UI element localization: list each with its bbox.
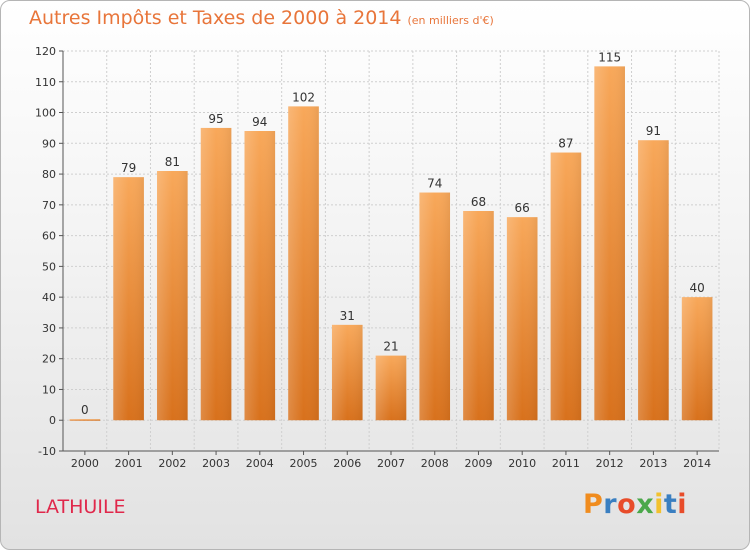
commune-name: LATHUILE (35, 496, 126, 518)
y-tick-label: 100 (35, 107, 56, 120)
bar-shine (506, 217, 538, 421)
x-tick-label: 2014 (683, 457, 711, 470)
x-tick-label: 2009 (464, 457, 492, 470)
brand-letter: i (654, 489, 664, 520)
chart-title: Autres Impôts et Taxes de 2000 à 2014 (en… (29, 7, 494, 29)
data-label: 74 (427, 177, 442, 191)
bar-shine (638, 140, 669, 421)
x-tick-label: 2002 (158, 457, 186, 470)
data-label: 94 (252, 115, 267, 129)
brand-letter: r (603, 489, 618, 520)
bar-shine (200, 127, 232, 421)
data-label: 40 (689, 281, 704, 295)
y-tick-label: 120 (35, 45, 56, 58)
proxiti-logo: Proxiti (583, 489, 687, 520)
bar-shine (331, 324, 363, 421)
x-tick-label: 2010 (508, 457, 536, 470)
bar-shine (244, 131, 276, 421)
x-tick-label: 2001 (115, 457, 143, 470)
bar-shine (594, 66, 625, 421)
y-tick-label: 90 (42, 137, 56, 150)
data-label: 95 (208, 112, 223, 126)
y-tick-label: 40 (42, 291, 56, 304)
x-tick-label: 2004 (246, 457, 274, 470)
data-label: 31 (340, 309, 355, 323)
bar-shine (463, 211, 494, 421)
x-tick-label: 2013 (639, 457, 667, 470)
x-tick-label: 2003 (202, 457, 230, 470)
data-label: 91 (646, 124, 661, 138)
data-label: 81 (165, 155, 180, 169)
bar-shine (113, 177, 144, 421)
bar-shine (69, 419, 101, 421)
y-tick-label: 60 (42, 230, 56, 243)
y-tick-labels: -10 0 10 20 30 40 50 60 70 80 90 100 110 120 (35, 45, 56, 458)
y-tick-label: -10 (38, 445, 56, 458)
brand-letter: x (636, 489, 655, 520)
bar-shine (375, 355, 407, 421)
x-tick-label: 2007 (377, 457, 405, 470)
chart-unit: (en milliers d'€) (407, 14, 494, 27)
brand-letter: P (583, 489, 604, 520)
data-labels: 0 79 81 95 94 102 31 21 74 68 66 87 115 91 40 (81, 50, 705, 417)
data-label: 0 (81, 403, 89, 417)
data-label: 87 (558, 137, 573, 151)
axes (59, 50, 719, 455)
data-label: 115 (598, 50, 621, 64)
y-tick-label: 70 (42, 199, 56, 212)
y-tick-label: 110 (35, 76, 56, 89)
data-label: 21 (383, 340, 398, 354)
x-tick-label: 2012 (596, 457, 624, 470)
bar-shine (419, 192, 451, 421)
data-label: 68 (471, 195, 486, 209)
x-tick-label: 2006 (333, 457, 361, 470)
chart-title-text: Autres Impôts et Taxes de 2000 à 2014 (29, 7, 402, 29)
x-tick-label: 2011 (552, 457, 580, 470)
x-tick-labels: 2000 2001 2002 2003 2004 2005 2006 2007 2008 2009… (71, 457, 711, 470)
data-label: 66 (515, 201, 530, 215)
brand-letter: i (677, 489, 688, 520)
data-label: 79 (121, 161, 136, 175)
y-tick-label: 0 (49, 414, 56, 427)
x-tick-label: 2000 (71, 457, 99, 470)
data-label: 102 (292, 90, 315, 104)
y-tick-label: 80 (42, 168, 56, 181)
bar-shine (157, 171, 188, 421)
brand-letter: t (663, 489, 678, 520)
bar-shine (550, 152, 582, 421)
x-tick-label: 2005 (290, 457, 318, 470)
bar-shine (288, 106, 319, 421)
x-tick-label: 2008 (421, 457, 449, 470)
bars (69, 66, 713, 421)
y-tick-label: 50 (42, 260, 56, 273)
y-tick-label: 30 (42, 322, 56, 335)
y-tick-label: 20 (42, 353, 56, 366)
brand-letter: o (617, 489, 637, 520)
bar-shine (681, 297, 713, 421)
y-tick-label: 10 (42, 383, 56, 396)
